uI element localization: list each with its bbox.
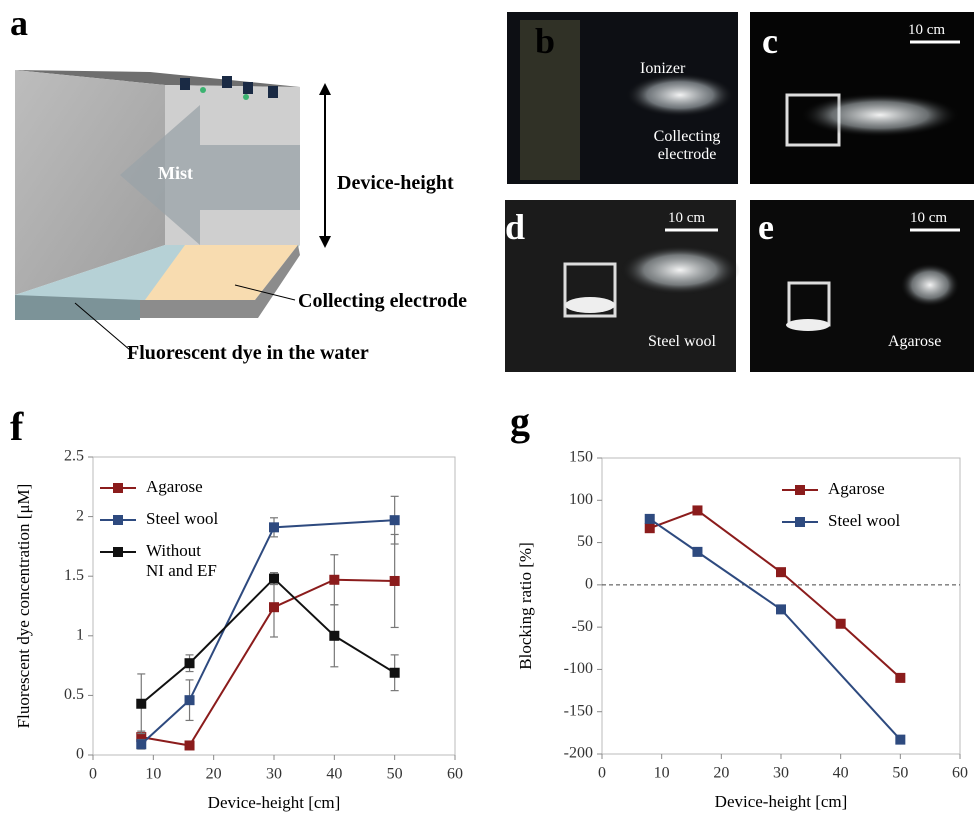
legend-marker	[795, 485, 805, 495]
y-axis-title: Fluorescent dye concentration [μM]	[14, 484, 33, 729]
panel-label: g	[510, 400, 530, 444]
photo-label: Collecting electrode	[642, 128, 732, 163]
scale-label: 10 cm	[908, 22, 945, 39]
diagram-label: Mist	[158, 164, 193, 184]
photo-label: Ionizer	[640, 60, 685, 78]
y-tick-label: 1	[76, 626, 84, 643]
data-point	[776, 567, 786, 577]
diagram-label: Collecting electrode	[298, 290, 467, 312]
y-tick-label: 2	[76, 507, 84, 524]
panel-label: e	[758, 208, 774, 248]
data-point	[390, 576, 400, 586]
data-point	[185, 658, 195, 668]
x-tick-label: 30	[773, 765, 789, 782]
y-tick-label: 2.5	[64, 448, 84, 465]
x-tick-label: 40	[326, 766, 342, 783]
x-tick-label: 0	[598, 765, 606, 782]
legend-label: Steel wool	[146, 509, 219, 528]
scale-label: 10 cm	[668, 210, 705, 227]
y-axis-title: Blocking ratio [%]	[516, 542, 535, 669]
x-axis-title: Device-height [cm]	[208, 793, 341, 812]
y-tick-label: 0	[585, 576, 593, 593]
data-point	[390, 668, 400, 678]
panel-label: b	[535, 22, 555, 62]
legend-marker	[113, 483, 123, 493]
x-tick-label: 20	[206, 766, 222, 783]
page: {"panel_labels": ["a", "b", "c", "d", "e…	[0, 0, 974, 821]
data-point	[895, 735, 905, 745]
y-tick-label: 0.5	[64, 686, 84, 703]
x-tick-label: 50	[892, 765, 908, 782]
y-tick-label: 50	[577, 533, 593, 550]
diagram-label: Device-height	[337, 172, 454, 194]
data-point	[185, 740, 195, 750]
y-tick-label: -100	[564, 660, 593, 677]
y-tick-label: 100	[569, 491, 593, 508]
legend-label-line: NI and EF	[146, 561, 217, 580]
data-point	[329, 575, 339, 585]
data-point	[269, 602, 279, 612]
data-point	[895, 673, 905, 683]
legend-label: Steel wool	[828, 511, 901, 530]
legend-label: Agarose	[146, 477, 203, 496]
x-axis-title: Device-height [cm]	[715, 792, 848, 811]
series-line	[650, 510, 901, 677]
y-tick-label: -150	[564, 702, 593, 719]
x-tick-label: 60	[952, 765, 968, 782]
x-tick-label: 40	[833, 765, 849, 782]
x-tick-label: 10	[145, 766, 161, 783]
panel-label: a	[10, 4, 28, 44]
x-tick-label: 10	[654, 765, 670, 782]
data-point	[269, 522, 279, 532]
panel-label: d	[505, 208, 525, 248]
diagram-label: Fluorescent dye in the water	[127, 342, 369, 364]
series-line	[141, 579, 394, 704]
panel-label: c	[762, 22, 778, 62]
data-point	[645, 523, 655, 533]
data-point	[329, 631, 339, 641]
data-point	[692, 547, 702, 557]
data-point	[185, 695, 195, 705]
device-diagram	[15, 70, 331, 350]
data-point	[836, 619, 846, 629]
figure: 0 0.5 1 1.5 2 2.5 0 10 20 30 40 50 60 Device-height […	[0, 0, 974, 821]
series-line	[141, 580, 394, 746]
photo-panels	[505, 12, 974, 372]
y-tick-label: 150	[569, 449, 593, 466]
y-tick-label: -50	[572, 618, 593, 635]
legend-label-line: Without	[146, 541, 201, 560]
y-tick-label: 0	[76, 746, 84, 763]
x-tick-label: 60	[447, 766, 463, 783]
series-line	[650, 519, 901, 740]
data-point	[776, 604, 786, 614]
data-point	[136, 699, 146, 709]
x-tick-label: 30	[266, 766, 282, 783]
legend-marker	[795, 517, 805, 527]
photo-label: Steel wool	[648, 333, 716, 351]
x-tick-label: 50	[387, 766, 403, 783]
panel-label: f	[10, 405, 23, 449]
data-point	[390, 515, 400, 525]
photo-label: Agarose	[888, 333, 941, 351]
legend-marker	[113, 515, 123, 525]
data-point	[645, 514, 655, 524]
legend-marker	[113, 547, 123, 557]
x-tick-label: 0	[89, 766, 97, 783]
data-point	[269, 574, 279, 584]
data-point	[136, 739, 146, 749]
legend-label: Agarose	[828, 479, 885, 498]
data-point	[692, 505, 702, 515]
y-tick-label: -200	[564, 745, 593, 762]
x-tick-label: 20	[713, 765, 729, 782]
y-tick-label: 1.5	[64, 567, 84, 584]
scale-label: 10 cm	[910, 210, 947, 227]
